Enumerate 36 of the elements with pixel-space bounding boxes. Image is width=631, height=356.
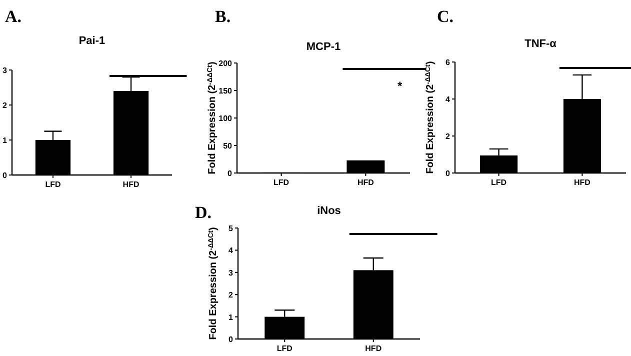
chart-title: MCP-1 [306, 41, 341, 53]
x-tick-label: HFD [357, 178, 374, 187]
y-tick-label: 0 [228, 169, 233, 178]
text: B. [215, 7, 231, 26]
y-tick-label: 2 [228, 290, 234, 300]
y-tick-label: 1 [2, 136, 8, 145]
y-tick-label: 5 [228, 224, 234, 233]
text: D. [195, 203, 212, 222]
y-tick-label: 0 [446, 169, 451, 178]
y-tick-label: 3 [2, 66, 8, 75]
y-tick-label: 2 [2, 101, 8, 110]
chart-title: iNos [317, 205, 341, 217]
x-tick-label: HFD [574, 178, 591, 187]
y-tick-label: 3 [228, 268, 234, 278]
x-tick-label: HFD [122, 180, 140, 189]
x-tick-label: HFD [365, 344, 382, 353]
x-tick-label: LFD [274, 178, 290, 187]
y-tick-label: 0 [2, 171, 8, 180]
x-tick-label: LFD [45, 180, 61, 189]
text: C. [437, 7, 454, 26]
y-tick-label: 6 [446, 58, 451, 67]
y-tick-label: 150 [218, 86, 233, 96]
y-tick-label: 100 [218, 114, 233, 123]
y-tick-label: 4 [446, 95, 451, 104]
y-tick-label: 200 [218, 59, 233, 68]
chart-title: TNF-α [524, 38, 557, 50]
y-tick-label: 4 [228, 246, 234, 256]
y-tick-label: 0 [228, 335, 234, 344]
y-tick-label: 1 [228, 312, 234, 322]
y-tick-label: 2 [446, 132, 451, 141]
x-tick-label: LFD [276, 344, 293, 353]
x-tick-label: LFD [491, 178, 507, 187]
chart-title: Pai-1 [78, 35, 106, 47]
y-tick-label: 50 [223, 142, 233, 150]
annotation: * [398, 79, 403, 93]
text: A. [5, 7, 22, 26]
